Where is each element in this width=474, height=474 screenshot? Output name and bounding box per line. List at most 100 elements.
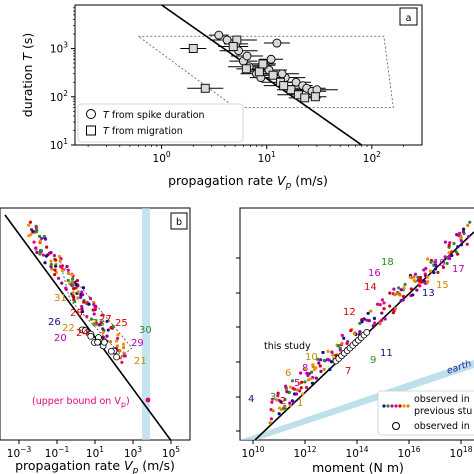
spike-duration-point <box>214 30 224 40</box>
observed-point <box>309 377 313 381</box>
observed-point <box>330 350 334 354</box>
observed-point <box>121 346 126 350</box>
observed-point <box>49 259 53 263</box>
observed-point <box>303 380 307 384</box>
panel-a-label: a <box>406 13 412 24</box>
event-label-9: 9 <box>370 355 376 366</box>
spike-duration-point <box>272 38 282 48</box>
observed-point <box>122 351 126 355</box>
x-tick-label: 1016 <box>398 445 421 460</box>
observed-point <box>380 318 384 323</box>
event-label-23: 23 <box>92 318 105 329</box>
observed-point <box>299 386 303 390</box>
migration-point <box>200 83 210 93</box>
observed-point <box>360 320 364 324</box>
event-label-16: 16 <box>368 268 381 279</box>
observed-point <box>53 272 57 277</box>
panel-b-envelope <box>59 261 133 357</box>
observed-point <box>314 376 318 380</box>
observed-point <box>443 255 447 259</box>
observed-point <box>66 278 70 283</box>
y-tick-label: 102 <box>50 89 68 104</box>
observed-point <box>70 277 75 281</box>
x-tick-label: 1012 <box>294 445 317 460</box>
observed-point <box>71 291 75 295</box>
panel-a: 100 101 102 101 102 103 a propagation rate V… <box>20 4 423 191</box>
observed-point <box>441 265 446 269</box>
event-label-18: 18 <box>381 257 394 268</box>
observed-point <box>275 398 279 402</box>
migration-point <box>300 93 310 103</box>
observed-point <box>342 336 346 340</box>
observed-point <box>416 275 420 279</box>
event-label-6: 6 <box>285 368 291 379</box>
event-label-25: 25 <box>115 318 128 329</box>
panel-a-y-axis-label: duration T (s) <box>20 33 35 117</box>
event-label-31: 31 <box>54 293 67 304</box>
observed-point <box>365 318 369 322</box>
x-tick-label: 10−3 <box>7 445 32 460</box>
migration-point <box>228 42 238 52</box>
observed-point <box>287 390 291 394</box>
observed-point <box>44 254 48 258</box>
event-label-28: 28 <box>70 308 83 319</box>
panel-a-legend-entry-2: T from migration <box>103 126 183 137</box>
observed-point <box>408 275 412 279</box>
observed-point <box>447 243 451 247</box>
observed-point <box>27 223 31 227</box>
this-study-point <box>113 353 120 361</box>
y-tick-label: 101 <box>50 137 68 152</box>
x-tick-label: 101 <box>86 445 104 460</box>
observed-point <box>89 317 94 321</box>
panel-c-y-ticks <box>236 257 240 432</box>
observed-point <box>81 286 86 290</box>
event-label-26: 26 <box>48 317 61 328</box>
observed-point <box>415 288 419 292</box>
x-tick-label: 1014 <box>346 445 369 460</box>
observed-point <box>367 319 371 323</box>
observed-point <box>456 245 460 249</box>
observed-point <box>466 234 471 239</box>
observed-point <box>91 308 95 312</box>
observed-point <box>372 316 377 320</box>
observed-point <box>433 267 438 271</box>
spike-duration-point <box>266 54 276 64</box>
observed-point <box>282 406 286 410</box>
observed-point <box>53 268 57 272</box>
this-study-point <box>87 332 95 340</box>
migration-point <box>310 92 320 102</box>
observed-point <box>378 303 382 307</box>
observed-point <box>29 228 34 232</box>
observed-point <box>42 234 47 239</box>
observed-point <box>448 256 452 261</box>
observed-point <box>340 333 344 337</box>
observed-point <box>40 236 44 241</box>
observed-point <box>403 282 407 287</box>
observed-point <box>85 314 89 319</box>
panel-b-fit-line <box>4 214 172 440</box>
observed-point <box>443 240 448 244</box>
observed-point <box>73 299 77 304</box>
observed-point <box>373 321 377 325</box>
observed-point <box>418 284 422 288</box>
event-label-1: 1 <box>297 398 303 409</box>
observed-point <box>92 321 96 326</box>
observed-point <box>116 333 120 337</box>
legend-open-circle-marker <box>392 422 400 430</box>
legend-color-dots <box>382 404 410 408</box>
observed-point <box>297 381 301 386</box>
observed-point <box>380 311 384 315</box>
observed-point <box>279 400 283 404</box>
observed-point <box>369 309 373 313</box>
observed-point <box>300 380 304 384</box>
observed-point <box>54 264 58 268</box>
observed-point <box>304 385 309 390</box>
this-study-annotation: this study <box>264 341 311 352</box>
observed-point <box>101 331 105 335</box>
observed-point <box>56 276 61 280</box>
observed-point <box>70 273 74 277</box>
observed-point <box>338 348 342 352</box>
observed-point <box>70 280 74 284</box>
observed-point <box>383 317 387 321</box>
panel-c-x-ticks: 1010 1012 1014 1016 1018 <box>242 440 473 460</box>
